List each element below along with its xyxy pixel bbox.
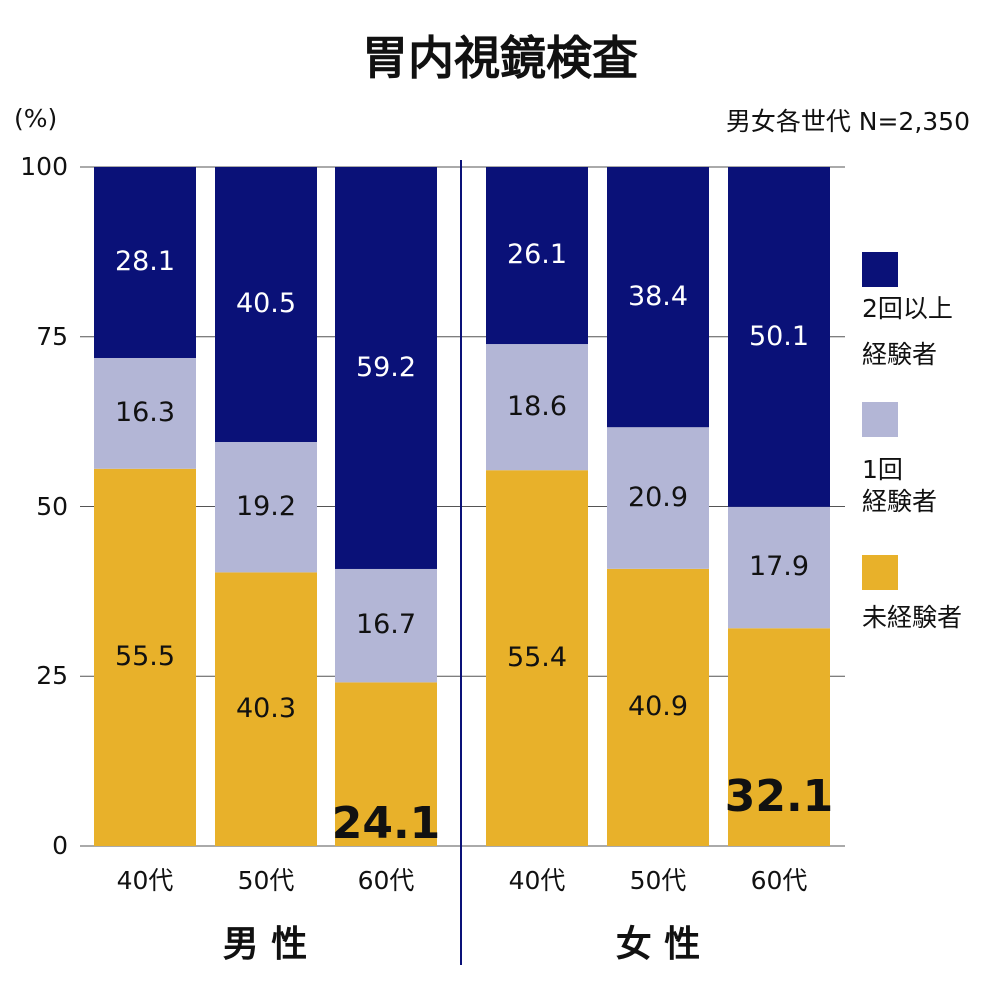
- sample-note: 男女各世代 N=2,350: [725, 107, 970, 136]
- bar-segment: [728, 506, 830, 629]
- legend-label: 2回以上: [862, 294, 953, 323]
- group-label: 男 性: [222, 924, 308, 966]
- bar-segment: [728, 167, 830, 507]
- bar-segment: [94, 357, 196, 469]
- bar-segment: [607, 427, 709, 569]
- bar-segment: [486, 167, 588, 345]
- data-label: 32.1: [724, 770, 834, 822]
- data-label: 40.3: [235, 692, 297, 724]
- data-label: 55.5: [114, 641, 176, 673]
- x-tick-label: 50代: [237, 866, 295, 895]
- x-tick-label: 60代: [357, 866, 415, 895]
- bar-segment: [94, 167, 196, 358]
- bar-segment: [215, 572, 317, 846]
- y-tick-label: 75: [36, 321, 68, 351]
- data-label: 55.4: [506, 641, 568, 673]
- legend-swatch: [862, 402, 898, 437]
- data-label: 50.1: [748, 320, 810, 352]
- bar-segment: [94, 468, 196, 846]
- data-label: 17.9: [748, 551, 810, 583]
- y-axis-unit: (%): [14, 104, 58, 133]
- legend-swatch: [862, 555, 898, 590]
- y-tick-label: 25: [36, 661, 68, 691]
- legend-label: 経験者: [862, 487, 938, 516]
- data-label: 20.9: [627, 481, 689, 513]
- bar-segment: [728, 628, 830, 846]
- data-label: 59.2: [355, 351, 417, 383]
- x-tick-label: 40代: [508, 866, 566, 895]
- data-label: 26.1: [506, 239, 568, 271]
- bar-segment: [335, 568, 437, 683]
- legend-swatch: [862, 252, 898, 287]
- data-label: 18.6: [506, 390, 568, 422]
- bar-segment: [215, 167, 317, 442]
- chart-title: 胃内視鏡検査: [362, 31, 638, 85]
- bar-segment: [335, 167, 437, 569]
- bar-segment: [215, 441, 317, 573]
- group-label: 女 性: [615, 924, 701, 966]
- data-label: 16.7: [355, 609, 417, 641]
- legend-label: 経験者: [862, 340, 938, 369]
- data-label: 40.5: [235, 288, 297, 320]
- data-label: 16.3: [114, 397, 176, 429]
- x-tick-label: 40代: [116, 866, 174, 895]
- bar-segment: [607, 568, 709, 846]
- bar-segment: [486, 344, 588, 471]
- data-label: 19.2: [235, 490, 297, 522]
- y-tick-label: 50: [36, 491, 68, 521]
- data-label: 28.1: [114, 246, 176, 278]
- bar-segment: [607, 167, 709, 428]
- data-label: 40.9: [627, 691, 689, 723]
- legend-label: 未経験者: [862, 603, 963, 632]
- bar-segment: [335, 682, 437, 846]
- y-tick-label: 100: [20, 152, 68, 181]
- y-tick-label: 0: [52, 831, 68, 860]
- x-tick-label: 60代: [750, 866, 808, 895]
- data-label: 24.1: [331, 797, 441, 849]
- legend-label: 1回: [862, 455, 903, 484]
- data-label: 38.4: [627, 280, 689, 312]
- bar-segment: [486, 470, 588, 846]
- x-tick-label: 50代: [629, 866, 687, 895]
